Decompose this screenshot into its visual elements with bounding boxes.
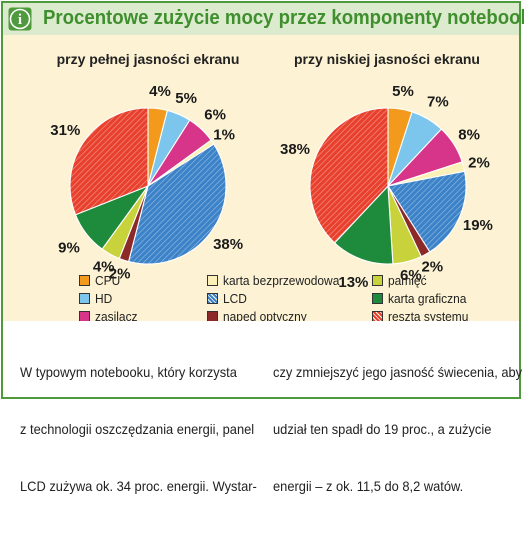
header-band: i Procentowe zużycie mocy przez komponen… (3, 3, 524, 35)
slice-label: 7% (427, 94, 449, 111)
pie-slice-reszta-systemu (69, 107, 149, 216)
slice-label: 2% (421, 259, 443, 276)
caption-line: czy zmniejszyć jego jasność świecenia, a… (273, 364, 523, 380)
info-icon-letter: i (18, 12, 22, 28)
slice-label: 31% (50, 122, 80, 139)
caption-line: W typowym notebooku, który korzysta (20, 364, 237, 380)
slice-label: 2% (468, 155, 490, 172)
chart-panel: przy pełnej jasności ekranu 4% 5% 6% 1% 38% 2%… (3, 35, 519, 324)
slice-label: 5% (392, 83, 414, 100)
slice-label: 38% (280, 141, 310, 158)
slice-label: 5% (175, 90, 197, 107)
pie-slice-lcd (387, 170, 467, 253)
slice-label: 19% (463, 217, 493, 234)
slice-label: 4% (93, 259, 115, 276)
page-title: Procentowe zużycie mocy przez komponenty… (43, 7, 524, 29)
caption-line: LCD zużywa ok. 34 proc. energii. Wystar- (20, 478, 257, 494)
info-icon: i (8, 7, 32, 31)
pie-slice-karta-graficzna (333, 184, 394, 265)
caption-line: udział ten spadł do 19 proc., a zużycie (273, 421, 492, 437)
caption-column-right: czy zmniejszyć jego jasność świecenia, a… (273, 325, 522, 534)
caption-line: z technologii oszczędzania energii, pane… (20, 421, 255, 437)
slice-label: 38% (213, 236, 243, 253)
slice-label: 6% (204, 107, 226, 124)
pie-slice-reszta-systemu (309, 107, 389, 244)
slice-label: 9% (58, 239, 80, 256)
slice-label: 1% (213, 126, 235, 143)
caption-text: W typowym notebooku, który korzysta z te… (3, 321, 522, 494)
caption-column-left: W typowym notebooku, który korzysta z te… (20, 325, 257, 534)
slice-label: 6% (400, 267, 422, 284)
chart-title: przy pełnej jasności ekranu (57, 51, 240, 67)
pie-chart: przy niskiej jasności ekranu 5% 7% 8% 2% 19% 2… (280, 51, 493, 291)
caption-line: energii – z ok. 11,5 do 8,2 watów. (273, 478, 464, 494)
slice-label: 4% (149, 83, 171, 100)
infobox: i Procentowe zużycie mocy przez komponen… (1, 1, 524, 494)
chart-title: przy niskiej jasności ekranu (294, 51, 480, 67)
slice-label: 8% (458, 127, 480, 144)
pie-slice-lcd (127, 143, 227, 265)
slice-label: 2% (109, 266, 131, 283)
slice-label: 13% (338, 274, 368, 291)
